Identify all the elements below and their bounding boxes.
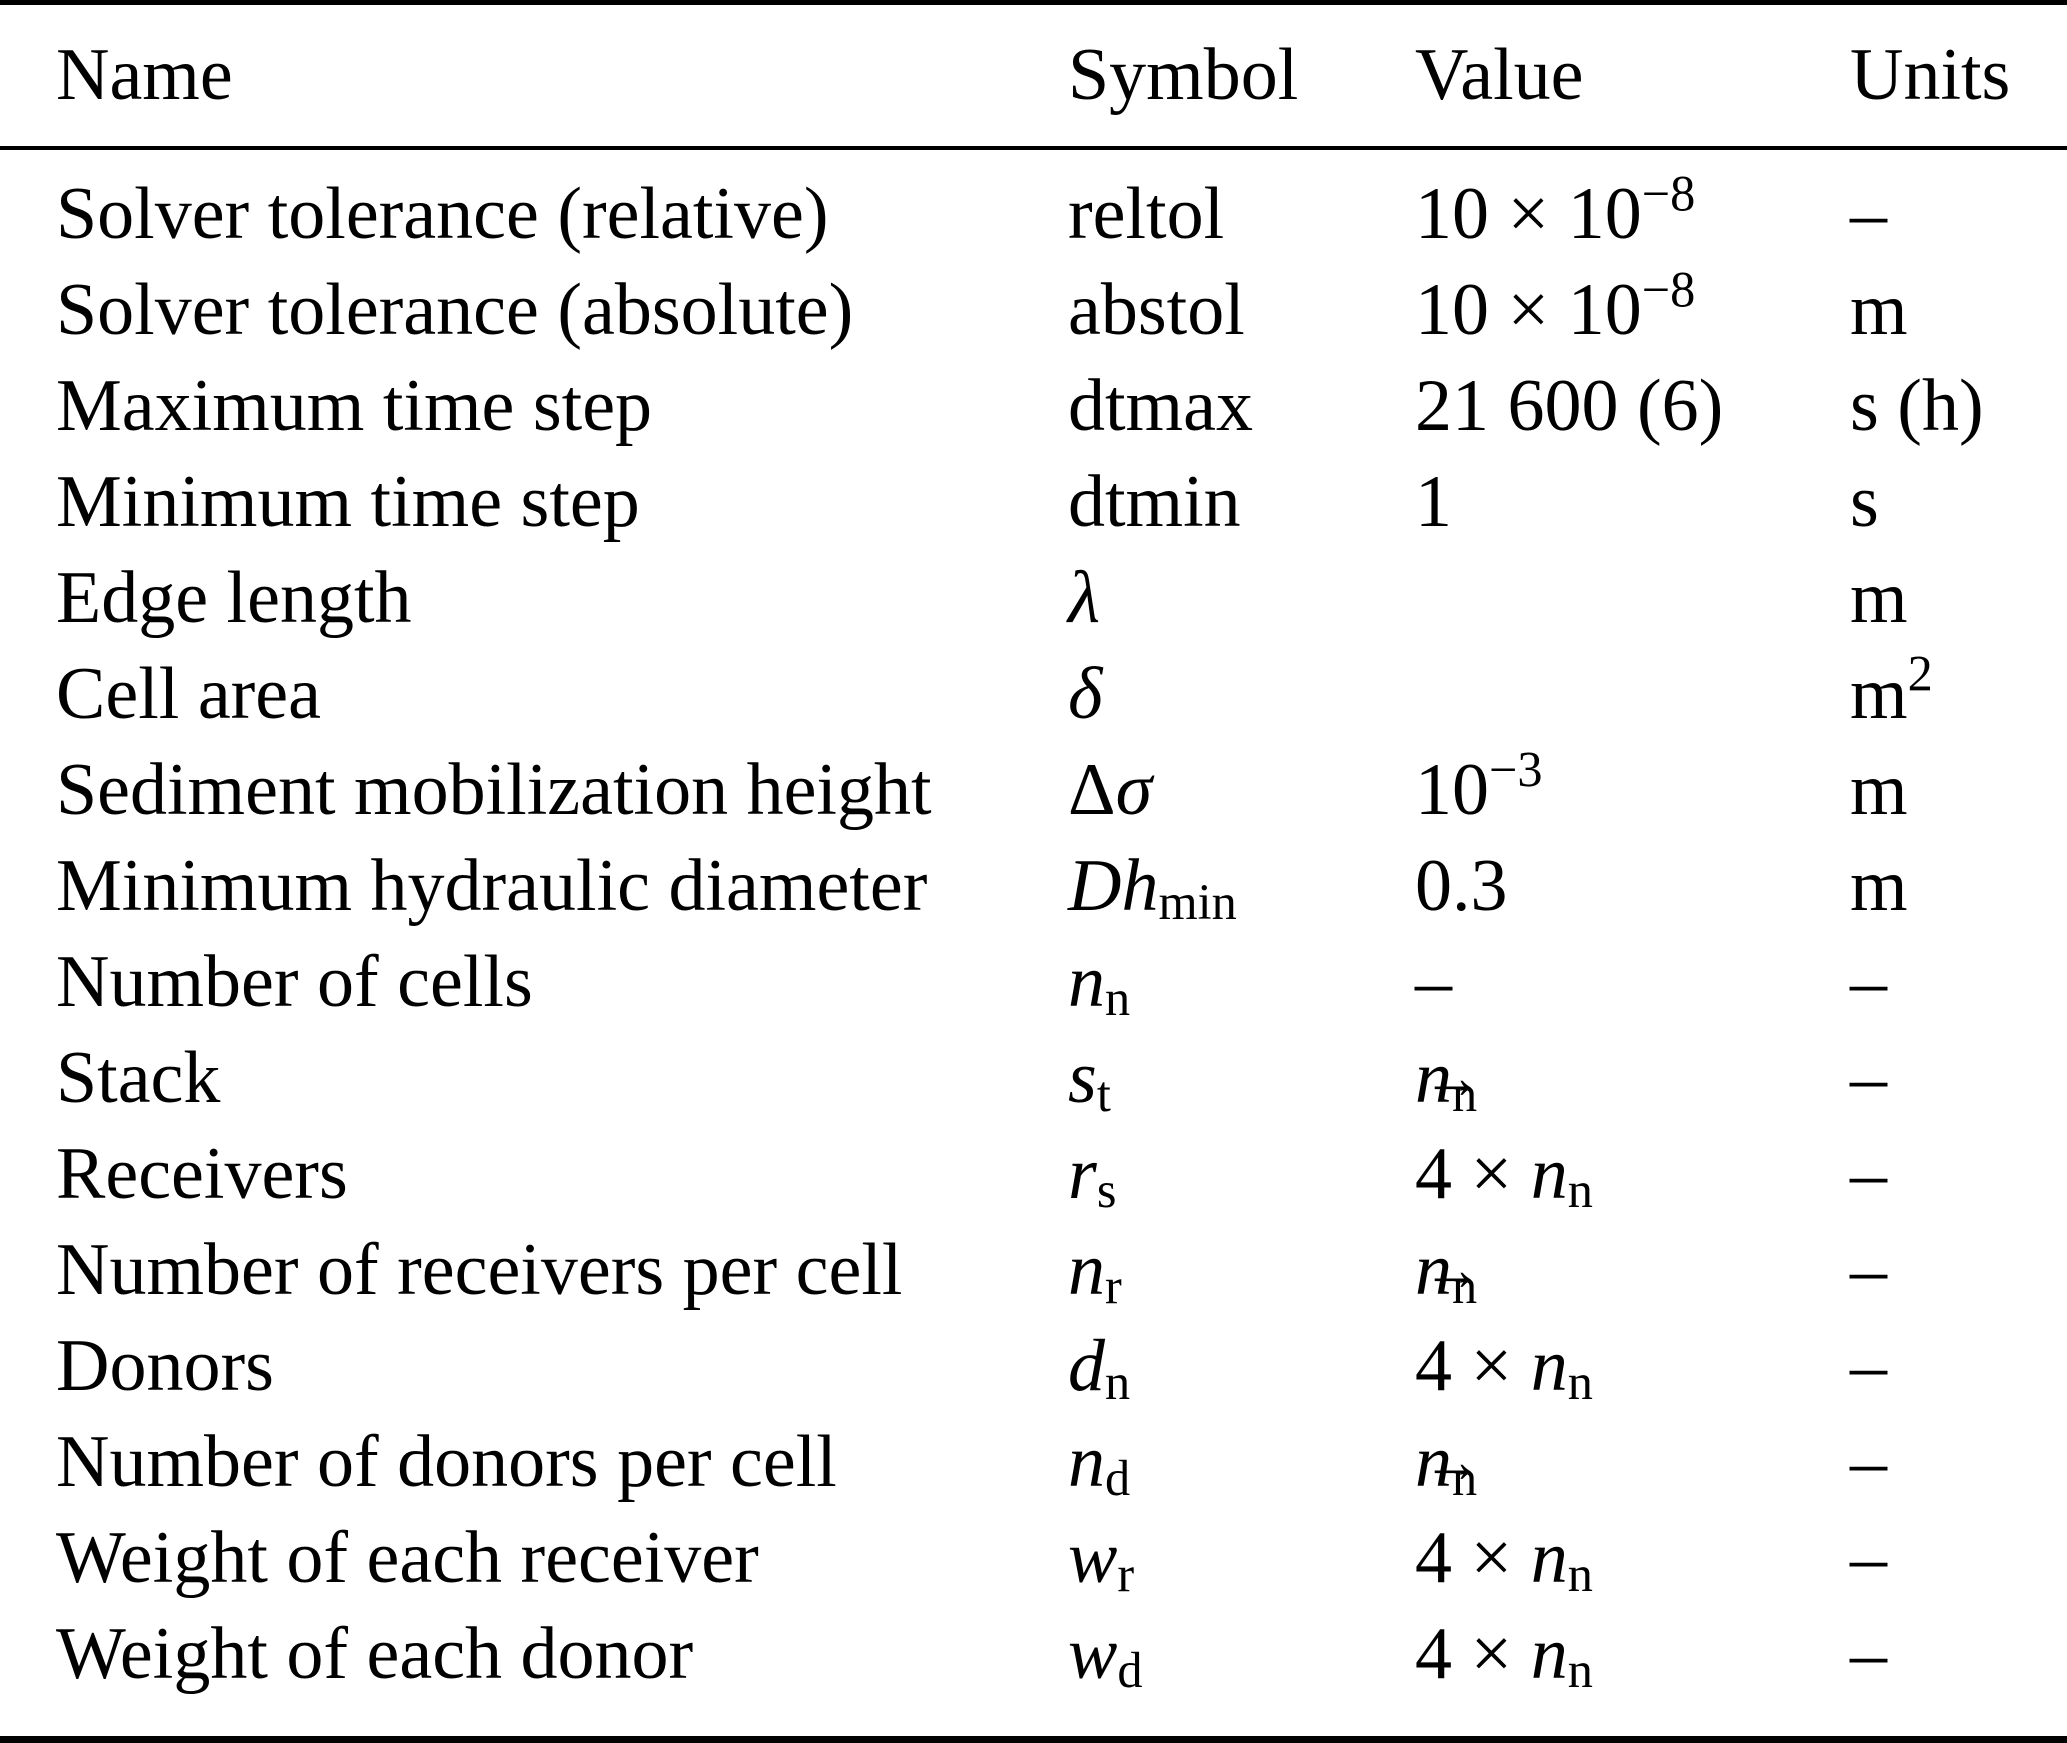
table-header-row: Name Symbol Value Units bbox=[0, 5, 2067, 146]
cell-symbol: δ bbox=[1068, 653, 1103, 735]
cell-symbol: wd bbox=[1068, 1613, 1143, 1699]
cell-name: Solver tolerance (relative) bbox=[56, 173, 829, 255]
cell-units: m bbox=[1850, 749, 1908, 831]
cell-value: 10 × 10−8 bbox=[1415, 261, 1696, 351]
cell-units: – bbox=[1850, 1133, 1887, 1215]
cell-name: Weight of each receiver bbox=[56, 1517, 759, 1599]
cell-units: – bbox=[1850, 1325, 1887, 1407]
table-row: Stack st → nn – bbox=[0, 1030, 2067, 1126]
cell-name: Cell area bbox=[56, 653, 321, 735]
cell-value: → nn bbox=[1415, 1414, 1850, 1510]
cell-value: 4 × nn bbox=[1415, 1325, 1593, 1411]
cell-value: 10 × 10−8 bbox=[1415, 165, 1696, 255]
cell-value: 4 × nn bbox=[1415, 1613, 1593, 1699]
table-top-rule bbox=[0, 0, 2067, 5]
cell-units: – bbox=[1850, 1421, 1887, 1503]
cell-value bbox=[1415, 550, 1850, 646]
cell-symbol: abstol bbox=[1068, 269, 1245, 351]
cell-symbol: nd bbox=[1068, 1421, 1131, 1507]
cell-units: – bbox=[1850, 1037, 1887, 1119]
cell-symbol: Dhmin bbox=[1068, 845, 1237, 931]
cell-name: Stack bbox=[56, 1037, 221, 1119]
cell-symbol: dn bbox=[1068, 1325, 1131, 1411]
cell-name: Donors bbox=[56, 1325, 274, 1407]
table-row: Number of donors per cell nd → nn – bbox=[0, 1414, 2067, 1510]
cell-units: – bbox=[1850, 1613, 1887, 1695]
cell-name: Edge length bbox=[56, 557, 412, 639]
col-header-value: Value bbox=[1415, 34, 1584, 116]
cell-symbol: nr bbox=[1068, 1229, 1122, 1315]
cell-symbol: Δσ bbox=[1068, 749, 1153, 831]
cell-symbol: reltol bbox=[1068, 173, 1225, 255]
cell-name: Weight of each donor bbox=[56, 1613, 694, 1695]
cell-units: m bbox=[1850, 845, 1908, 927]
cell-symbol: λ bbox=[1068, 557, 1101, 639]
cell-name: Minimum hydraulic diameter bbox=[56, 845, 928, 927]
table-row: Sediment mobilization height Δσ 10−3 m bbox=[0, 742, 2067, 838]
table-row: Weight of each donor wd 4 × nn – bbox=[0, 1606, 2067, 1702]
cell-symbol: dtmax bbox=[1068, 365, 1253, 447]
table-bottom-rule bbox=[0, 1736, 2067, 1743]
cell-value: 10−3 bbox=[1415, 741, 1543, 831]
cell-value: → nn bbox=[1415, 1030, 1850, 1126]
cell-value: 1 bbox=[1415, 461, 1452, 543]
table-row: Cell area δ m2 bbox=[0, 646, 2067, 742]
cell-units: – bbox=[1850, 1229, 1887, 1311]
table-row: Minimum time step dtmin 1 s bbox=[0, 454, 2067, 550]
col-header-symbol: Symbol bbox=[1068, 34, 1299, 116]
vector-symbol: → n bbox=[1415, 1229, 1483, 1311]
cell-name: Number of receivers per cell bbox=[56, 1229, 903, 1311]
cell-symbol: nn bbox=[1068, 941, 1131, 1027]
cell-units: m bbox=[1850, 557, 1908, 639]
table-row: Maximum time step dtmax 21 600 (6) s (h) bbox=[0, 358, 2067, 454]
cell-symbol: st bbox=[1068, 1037, 1111, 1123]
cell-value: 4 × nn bbox=[1415, 1517, 1593, 1603]
cell-value: 0.3 bbox=[1415, 845, 1508, 927]
cell-units: – bbox=[1850, 173, 1887, 255]
cell-value: – bbox=[1415, 941, 1452, 1023]
cell-name: Solver tolerance (absolute) bbox=[56, 269, 854, 351]
table-row: Edge length λ m bbox=[0, 550, 2067, 646]
col-header-units: Units bbox=[1850, 34, 2011, 116]
vector-symbol: → n bbox=[1415, 1037, 1483, 1119]
table-row: Solver tolerance (absolute) abstol 10 × 10… bbox=[0, 262, 2067, 358]
table-header-rule bbox=[0, 146, 2067, 150]
cell-name: Number of cells bbox=[56, 941, 533, 1023]
cell-name: Minimum time step bbox=[56, 461, 640, 543]
cell-symbol: wr bbox=[1068, 1517, 1135, 1603]
table-row: Donors dn 4 × nn – bbox=[0, 1318, 2067, 1414]
cell-name: Sediment mobilization height bbox=[56, 749, 932, 831]
cell-name: Receivers bbox=[56, 1133, 348, 1215]
cell-name: Number of donors per cell bbox=[56, 1421, 837, 1503]
vector-symbol: → n bbox=[1415, 1421, 1483, 1503]
col-header-name: Name bbox=[56, 34, 233, 116]
cell-value bbox=[1415, 646, 1850, 742]
table-row: Number of cells nn – – bbox=[0, 934, 2067, 1030]
cell-units: s bbox=[1850, 461, 1879, 543]
table-row: Weight of each receiver wr 4 × nn – bbox=[0, 1510, 2067, 1606]
table-row: Solver tolerance (relative) reltol 10 × 10… bbox=[0, 166, 2067, 262]
cell-value: → nn bbox=[1415, 1222, 1850, 1318]
cell-units: s (h) bbox=[1850, 365, 1984, 447]
table-row: Minimum hydraulic diameter Dhmin 0.3 m bbox=[0, 838, 2067, 934]
cell-value: 21 600 (6) bbox=[1415, 365, 1724, 447]
table-row: Number of receivers per cell nr → nn – bbox=[0, 1222, 2067, 1318]
cell-name: Maximum time step bbox=[56, 365, 653, 447]
table-body: Solver tolerance (relative) reltol 10 × 10… bbox=[0, 150, 2067, 1702]
cell-symbol: dtmin bbox=[1068, 461, 1241, 543]
table-row: Receivers rs 4 × nn – bbox=[0, 1126, 2067, 1222]
cell-units: – bbox=[1850, 1517, 1887, 1599]
cell-units: m2 bbox=[1850, 645, 1933, 735]
cell-units: – bbox=[1850, 941, 1887, 1023]
cell-units: m bbox=[1850, 269, 1908, 351]
cell-value: 4 × nn bbox=[1415, 1133, 1593, 1219]
cell-symbol: rs bbox=[1068, 1133, 1117, 1219]
